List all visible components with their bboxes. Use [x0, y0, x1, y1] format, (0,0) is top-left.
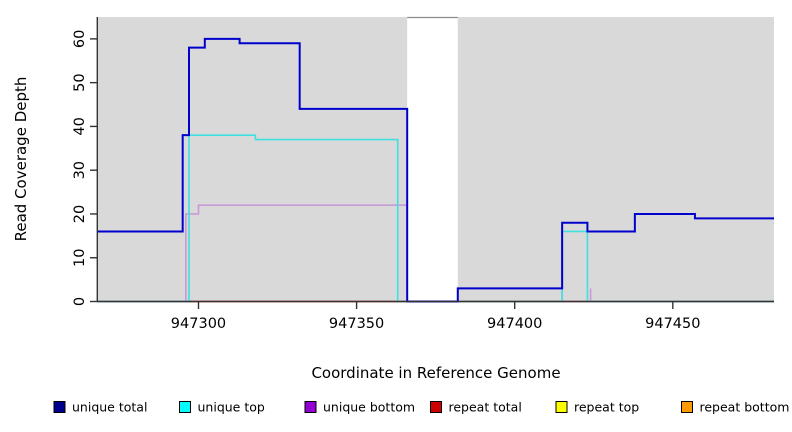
gap-region-band [407, 17, 458, 301]
y-tick-label: 0 [72, 297, 88, 306]
y-axis-title: Read Coverage Depth [12, 77, 30, 242]
series-line-unique-top [97, 134, 774, 303]
legend-swatch-repeat-bottom [681, 401, 693, 413]
legend-swatch-repeat-top [555, 401, 568, 413]
x-tick-label: 947450 [645, 316, 700, 332]
legend-label-unique-total: unique total [72, 400, 147, 415]
y-tick-label: 50 [72, 73, 88, 91]
legend-swatch-unique-top [179, 401, 191, 413]
y-tick-label: 60 [72, 30, 88, 48]
series-line-unique-total [97, 37, 774, 303]
x-axis-ticks: 947300 947350 947400 947450 [171, 302, 700, 332]
y-axis-ticks: 0 10 20 30 40 50 60 [72, 30, 97, 306]
x-tick-label: 947400 [487, 316, 542, 332]
x-axis-title: Coordinate in Reference Genome [311, 364, 560, 382]
y-tick-label: 40 [72, 117, 88, 135]
legend-label-unique-top: unique top [198, 400, 265, 415]
legend-swatch-unique-bottom [304, 401, 317, 413]
legend-label-repeat-bottom: repeat bottom [700, 400, 790, 415]
y-tick-label: 30 [72, 161, 88, 179]
x-tick-label: 947300 [171, 316, 226, 332]
y-tick-label: 20 [72, 205, 88, 223]
legend-swatch-repeat-total [430, 401, 442, 413]
legend-label-repeat-top: repeat top [574, 400, 639, 415]
legend-label-unique-bottom: unique bottom [323, 400, 415, 415]
chart-legend: unique total unique top unique bottom repea… [53, 400, 790, 415]
legend-label-repeat-total: repeat total [449, 400, 522, 415]
y-tick-label: 10 [72, 249, 88, 267]
x-tick-label: 947350 [329, 316, 384, 332]
legend-swatch-unique-total [53, 401, 66, 413]
